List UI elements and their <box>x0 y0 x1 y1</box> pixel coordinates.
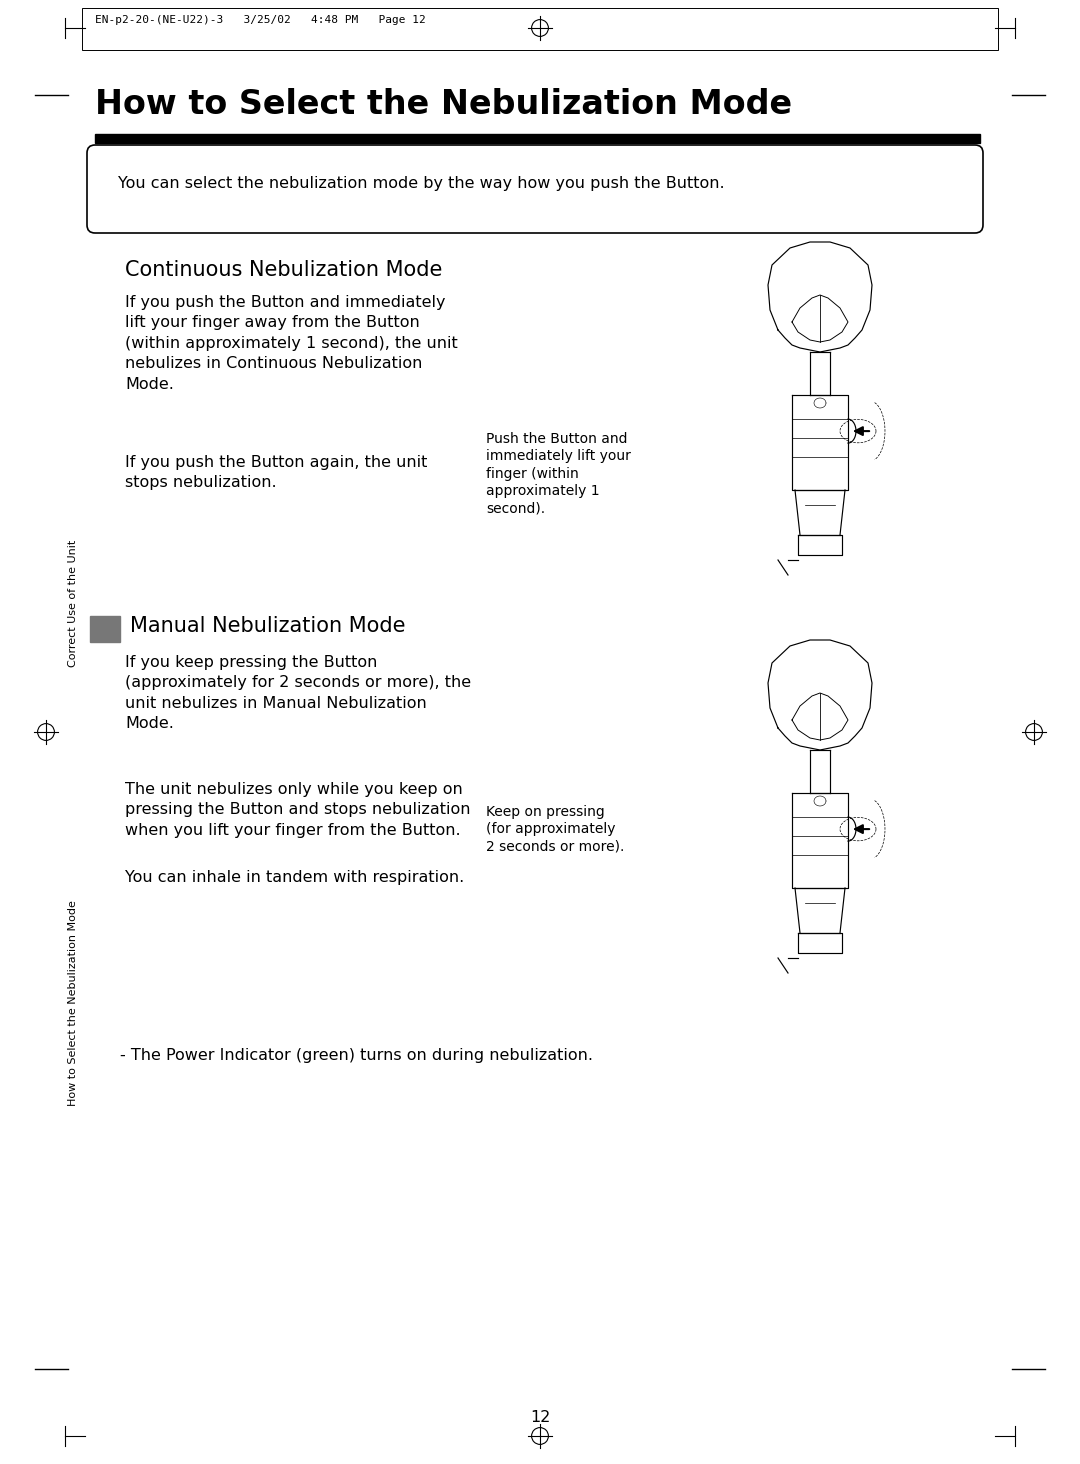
Text: Correct Use of the Unit: Correct Use of the Unit <box>68 540 78 668</box>
Text: How to Select the Nebulization Mode: How to Select the Nebulization Mode <box>95 88 792 122</box>
Text: You can select the nebulization mode by the way how you push the Button.: You can select the nebulization mode by … <box>118 176 725 190</box>
Text: EN-p2-20-(NE-U22)-3   3/25/02   4:48 PM   Page 12: EN-p2-20-(NE-U22)-3 3/25/02 4:48 PM Page… <box>95 15 426 25</box>
Text: Push the Button and
immediately lift your
finger (within
approximately 1
second): Push the Button and immediately lift you… <box>486 432 631 515</box>
Text: If you push the Button and immediately
lift your finger away from the Button
(wi: If you push the Button and immediately l… <box>125 296 458 391</box>
Text: 12: 12 <box>530 1410 550 1424</box>
Text: Keep on pressing
(for approximately
2 seconds or more).: Keep on pressing (for approximately 2 se… <box>486 805 624 854</box>
Bar <box>90 616 120 643</box>
Text: If you keep pressing the Button
(approximately for 2 seconds or more), the
unit : If you keep pressing the Button (approxi… <box>125 654 471 731</box>
Text: If you push the Button again, the unit
stops nebulization.: If you push the Button again, the unit s… <box>125 455 428 490</box>
Text: The unit nebulizes only while you keep on
pressing the Button and stops nebuliza: The unit nebulizes only while you keep o… <box>125 782 471 837</box>
Text: How to Select the Nebulization Mode: How to Select the Nebulization Mode <box>68 900 78 1105</box>
Text: Manual Nebulization Mode: Manual Nebulization Mode <box>130 616 405 635</box>
Bar <box>95 135 980 143</box>
Text: You can inhale in tandem with respiration.: You can inhale in tandem with respiratio… <box>125 870 464 886</box>
Text: Continuous Nebulization Mode: Continuous Nebulization Mode <box>125 261 443 280</box>
Text: - The Power Indicator (green) turns on during nebulization.: - The Power Indicator (green) turns on d… <box>120 1048 593 1063</box>
